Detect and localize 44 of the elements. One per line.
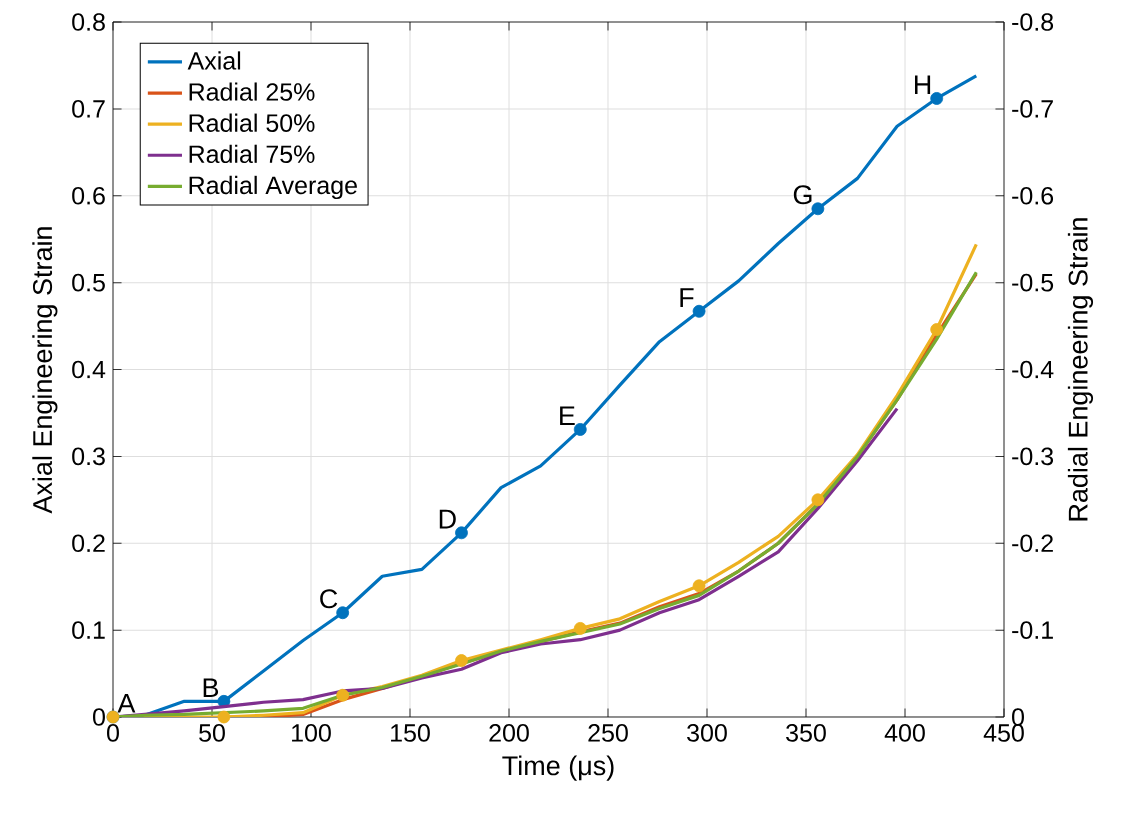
x-tick-label: 150 — [391, 724, 430, 742]
annotation: B — [203, 678, 219, 697]
y2-tick-label: 0 — [1012, 708, 1024, 726]
x-tick-label: 300 — [687, 724, 727, 742]
legend-label: Radial Average — [189, 175, 357, 200]
annotation: D — [439, 509, 456, 529]
annotation: C — [320, 589, 338, 609]
annotation: F — [680, 288, 694, 307]
legend-label: Radial 25% — [189, 82, 315, 101]
x-tick-label: 450 — [983, 724, 1024, 742]
y2-tick-label: -0.1 — [1012, 621, 1053, 639]
y-tick-label: 0.7 — [72, 100, 105, 118]
legend-label: Axial — [187, 51, 241, 70]
y-tick-label: 0.2 — [72, 534, 105, 553]
annotation: H — [915, 75, 931, 95]
y2-tick-label: -0.2 — [1012, 534, 1053, 553]
y2-tick-label: -0.8 — [1012, 13, 1054, 31]
y-tick-label: 0.6 — [72, 186, 105, 205]
x-tick-label: 250 — [588, 724, 628, 742]
y2-tick-label: -0.5 — [1012, 273, 1054, 292]
y2-tick-label: -0.4 — [1012, 360, 1054, 379]
y-tick-label: 0.8 — [72, 13, 105, 31]
legend-label: Radial 75% — [189, 144, 315, 164]
annotation: E — [560, 406, 575, 426]
x-tick-label: 0 — [107, 724, 119, 742]
y2-tick-label: -0.7 — [1012, 100, 1053, 118]
y-tick-label: 0 — [93, 708, 105, 726]
y-tick-label: 0.4 — [72, 360, 106, 379]
y2-axis-title: Radial Engineering Strain — [1067, 218, 1094, 521]
y-tick-label: 0.3 — [72, 447, 105, 466]
x-tick-label: 350 — [786, 724, 826, 742]
x-tick-label: 100 — [292, 724, 331, 742]
x-tick-label: 50 — [199, 724, 225, 742]
y2-tick-label: -0.6 — [1012, 186, 1054, 205]
legend-label: Radial 50% — [189, 113, 315, 132]
y-tick-label: 0.5 — [72, 273, 105, 292]
x-tick-label: 400 — [884, 724, 925, 742]
x-axis-title: Time (μs) — [502, 755, 614, 781]
y-axis-title: Axial Engineering Strain — [32, 227, 58, 514]
annotation: A — [117, 694, 136, 713]
x-tick-label: 200 — [489, 724, 529, 742]
y2-tick-label: -0.3 — [1012, 447, 1054, 466]
y-tick-label: 0.1 — [72, 621, 105, 639]
annotation: G — [793, 185, 812, 205]
